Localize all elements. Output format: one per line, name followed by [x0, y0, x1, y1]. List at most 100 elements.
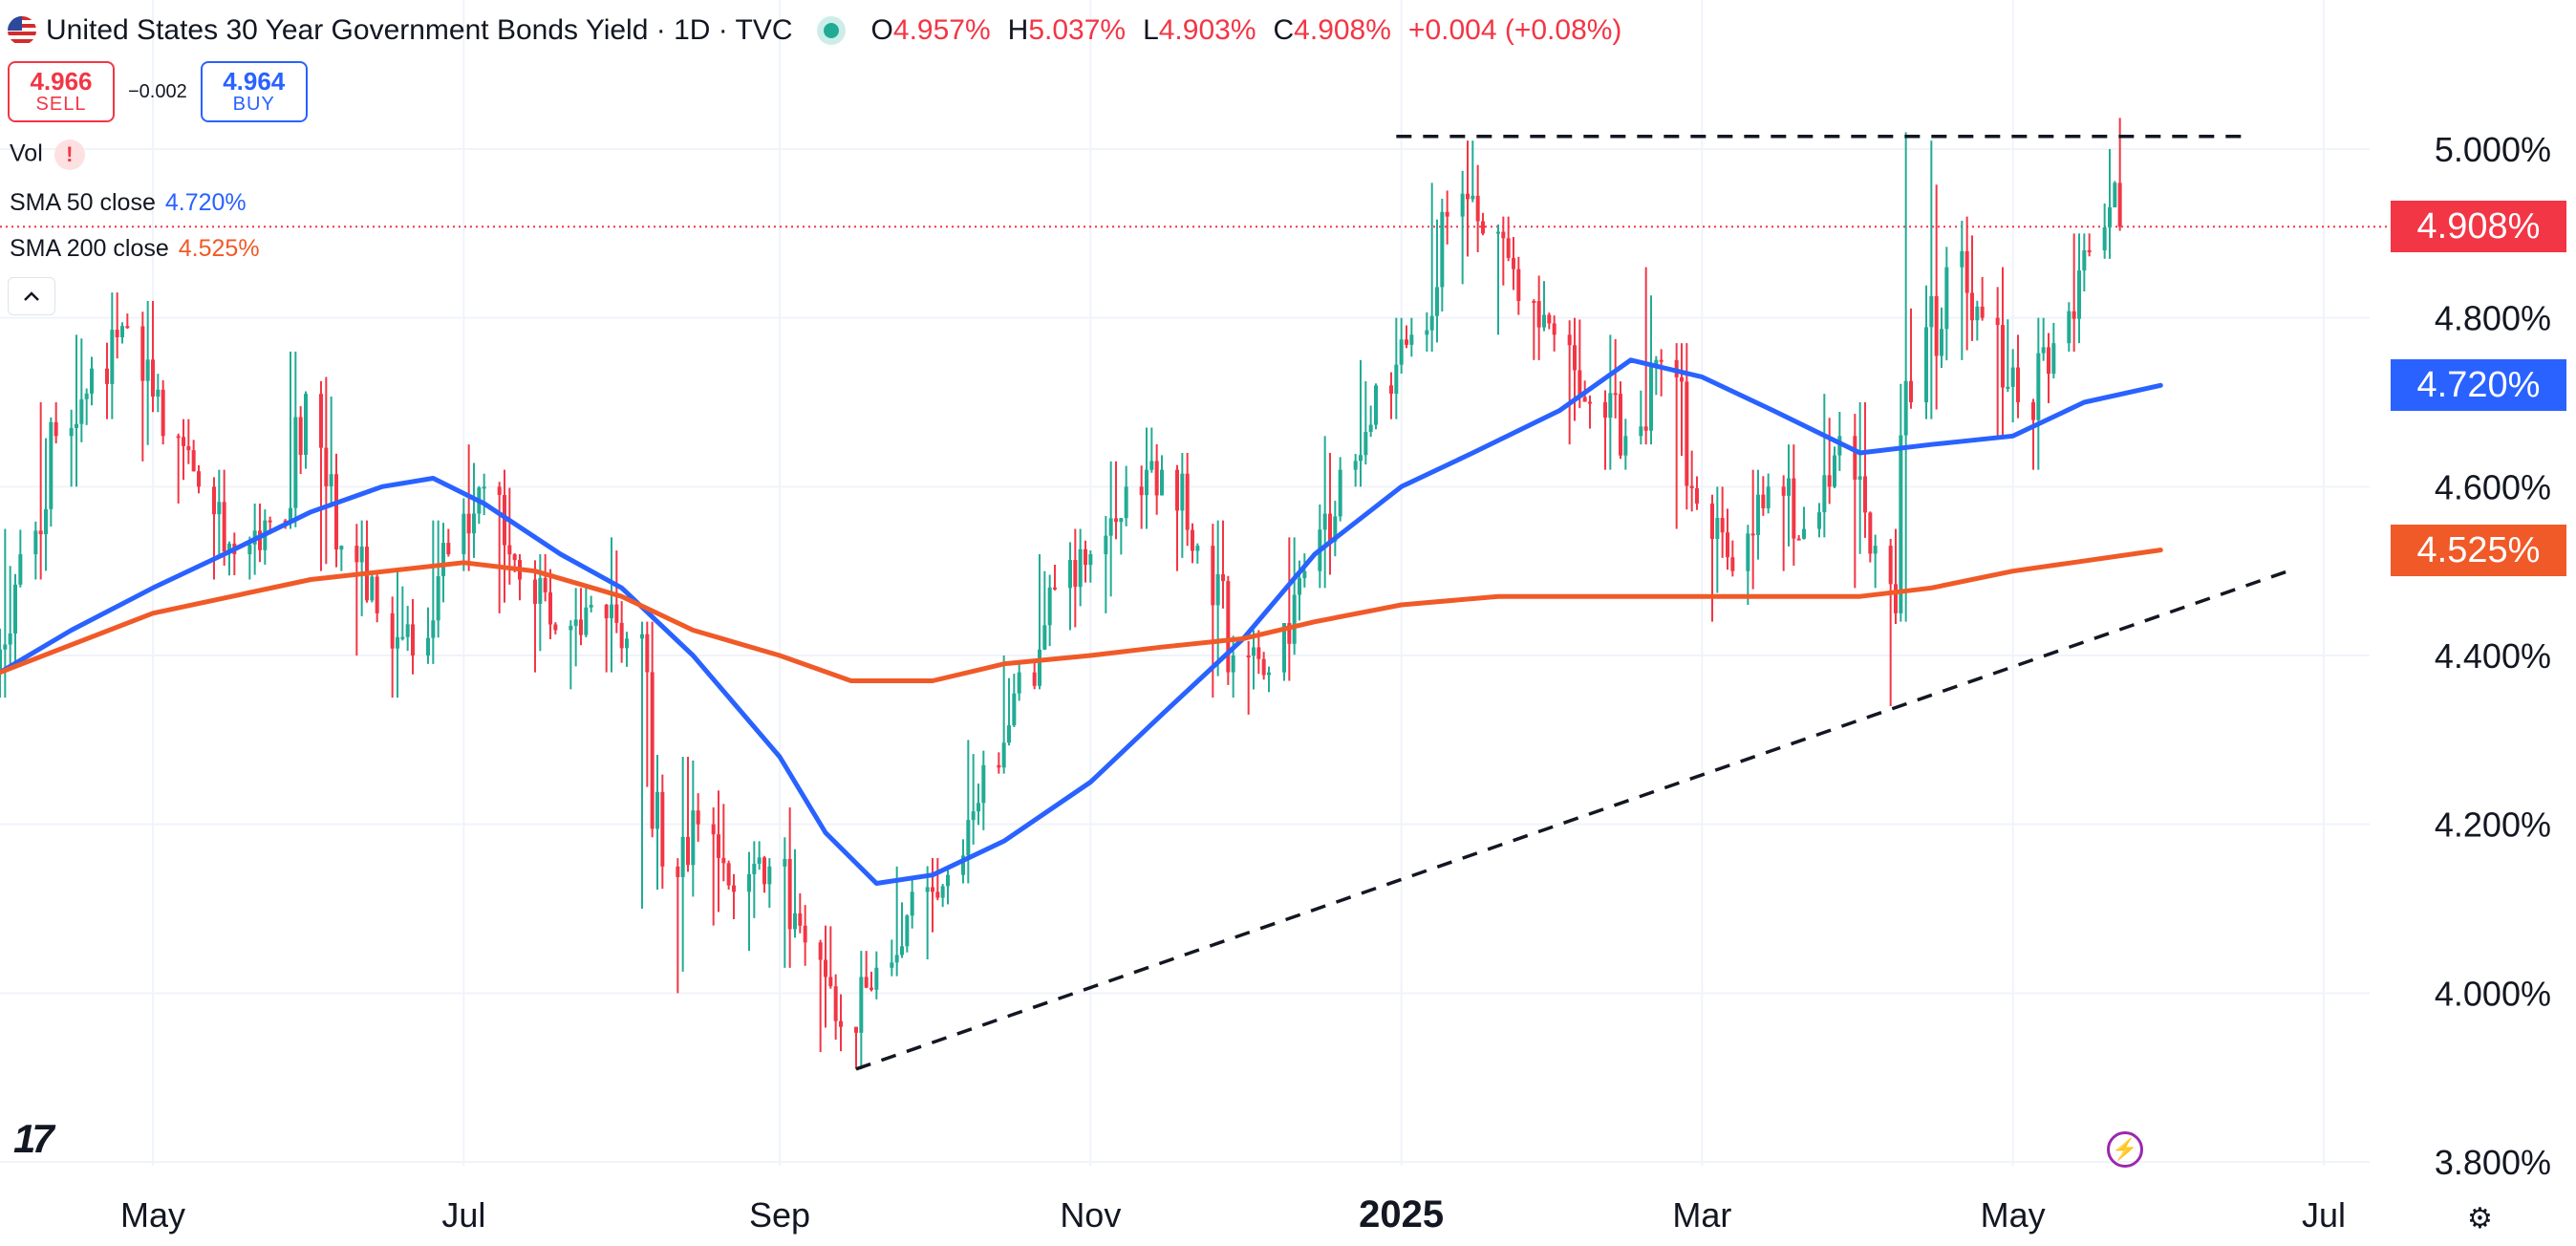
candle-body [680, 836, 685, 877]
candle [1119, 518, 1124, 555]
candle [543, 554, 547, 602]
candle [1124, 465, 1128, 526]
sell-button[interactable]: 4.966 SELL [8, 61, 115, 122]
candle [977, 783, 980, 826]
candle [2102, 204, 2107, 259]
candle [400, 586, 405, 641]
candle-body [1853, 436, 1857, 480]
candle [120, 322, 124, 344]
buy-button[interactable]: 4.964 BUY [200, 61, 308, 122]
candle [1282, 622, 1286, 681]
candle-body [75, 423, 78, 428]
candle [1394, 317, 1399, 419]
candle [1481, 212, 1485, 236]
candle [1160, 455, 1164, 496]
candle [289, 352, 292, 529]
candle-body [1359, 455, 1363, 462]
candle [1501, 216, 1506, 286]
candle-body [1542, 314, 1546, 328]
candles [0, 118, 2122, 1069]
candle [874, 951, 879, 999]
candle-body [1405, 339, 1408, 345]
candle-body [2082, 249, 2087, 271]
candle [1440, 199, 1445, 312]
candle-body [1750, 533, 1755, 536]
candle-body [1964, 250, 1969, 293]
candle-body [538, 578, 543, 604]
trendline-dashed[interactable] [855, 569, 2289, 1071]
candle-body [1975, 306, 1980, 321]
candle [900, 902, 904, 958]
collapse-legend-button[interactable] [8, 277, 55, 315]
candle [69, 409, 74, 487]
x-tick-label: May [120, 1195, 185, 1235]
candle [222, 469, 226, 567]
candle-body [1857, 476, 1862, 480]
candle-body [1761, 494, 1766, 508]
candle [90, 356, 94, 406]
candle-body [497, 486, 502, 496]
candle [13, 573, 17, 663]
candle [910, 879, 914, 929]
candle [1603, 390, 1607, 470]
candle-body [354, 546, 359, 563]
open-value: 4.957% [892, 14, 991, 46]
candle-body [1710, 504, 1714, 540]
candle [472, 462, 476, 558]
candle-body [268, 520, 272, 523]
candle-body [1833, 455, 1836, 487]
candle [1409, 317, 1414, 357]
candle-body [1409, 334, 1414, 345]
candle-body [191, 450, 196, 472]
candle-body [222, 502, 226, 552]
candle [894, 866, 899, 977]
sma50-legend[interactable]: SMA 50 close 4.720% [10, 189, 247, 217]
candle-body [472, 513, 476, 534]
candle-body [1873, 546, 1878, 554]
candle [905, 913, 910, 953]
candle-body [145, 359, 150, 381]
candle [1822, 394, 1827, 538]
candle [1042, 570, 1047, 651]
candle [614, 550, 619, 634]
candle [1649, 295, 1653, 445]
candle [2077, 233, 2081, 344]
candle-body [1980, 306, 1985, 318]
candle-body [1252, 647, 1256, 656]
candle-body [411, 624, 415, 655]
candle-body [655, 791, 659, 829]
candle-body [1114, 518, 1118, 523]
symbol-title[interactable]: United States 30 Year Government Bonds Y… [46, 14, 793, 46]
market-status-icon [823, 23, 839, 38]
candle [1506, 216, 1511, 262]
sma200-legend[interactable]: SMA 200 close 4.525% [10, 235, 260, 263]
candle-body [2077, 270, 2081, 319]
candle [1389, 372, 1393, 419]
candle [339, 545, 344, 571]
candle [1863, 402, 1867, 538]
candle [2031, 398, 2035, 470]
vol-indicator[interactable]: Vol! [10, 140, 85, 170]
candle [1909, 308, 1913, 409]
candle [2087, 233, 2092, 257]
candle-body [298, 417, 303, 456]
candle-body [217, 502, 222, 515]
gear-icon[interactable]: ⚙ [2467, 1203, 2493, 1235]
candle [1267, 666, 1271, 693]
candle-body [1399, 339, 1404, 365]
candle [79, 338, 84, 442]
candle-body [864, 977, 869, 988]
trade-panel: 4.966 SELL −0.002 4.964 BUY [8, 61, 308, 122]
candle [1032, 658, 1037, 690]
lightning-icon[interactable]: ⚡ [2107, 1131, 2143, 1168]
candle-body [533, 579, 537, 604]
warning-icon[interactable]: ! [54, 140, 85, 170]
candle-body [1368, 424, 1373, 433]
ohlc-open: O4.957% [864, 14, 991, 47]
candle [411, 598, 415, 675]
us-flag-icon [8, 16, 36, 45]
close-value: 4.908% [1294, 14, 1391, 46]
candle-body [793, 913, 797, 930]
candle-body [1119, 518, 1124, 523]
